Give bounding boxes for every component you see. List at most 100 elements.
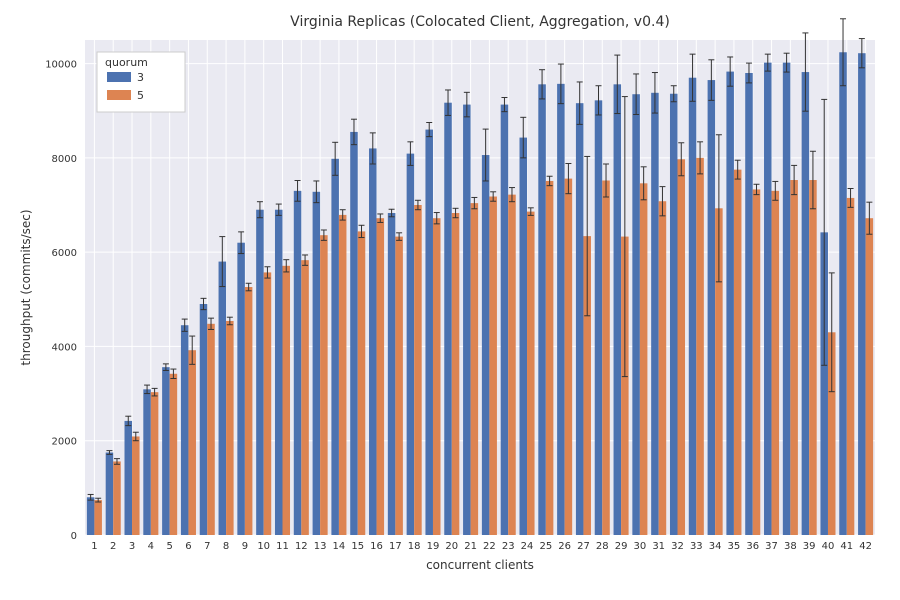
bar-q3 bbox=[331, 159, 339, 535]
bar-q5 bbox=[678, 159, 686, 535]
bar-q5 bbox=[226, 321, 234, 535]
bar-q3 bbox=[689, 78, 697, 535]
bar-q3 bbox=[764, 63, 772, 535]
bar-q5 bbox=[734, 170, 742, 535]
bar-q5 bbox=[414, 205, 422, 535]
bar-q5 bbox=[772, 191, 780, 535]
bar-q3 bbox=[482, 155, 490, 535]
x-tick-label: 8 bbox=[223, 541, 229, 552]
bar-q3 bbox=[708, 80, 716, 535]
x-tick-label: 18 bbox=[408, 541, 421, 552]
legend-swatch bbox=[107, 90, 131, 100]
bar-q5 bbox=[527, 212, 535, 535]
bar-q3 bbox=[745, 73, 753, 535]
bar-q3 bbox=[275, 210, 283, 535]
x-tick-label: 27 bbox=[577, 541, 590, 552]
bar-q5 bbox=[640, 183, 648, 535]
x-tick-label: 3 bbox=[129, 541, 135, 552]
y-tick-label: 6000 bbox=[52, 248, 77, 259]
bar-q3 bbox=[614, 84, 622, 535]
legend-swatch bbox=[107, 72, 131, 82]
legend-label: 3 bbox=[137, 71, 144, 84]
bar-q3 bbox=[388, 213, 396, 535]
bar-q3 bbox=[670, 94, 678, 535]
x-tick-label: 25 bbox=[539, 541, 552, 552]
x-tick-label: 33 bbox=[690, 541, 703, 552]
bar-q5 bbox=[452, 213, 460, 535]
x-tick-label: 13 bbox=[314, 541, 327, 552]
chart-svg: 0200040006000800010000123456789101112131… bbox=[0, 0, 900, 600]
bar-q5 bbox=[151, 392, 159, 535]
bar-q3 bbox=[407, 154, 415, 535]
bar-q3 bbox=[256, 210, 264, 535]
bar-q5 bbox=[809, 180, 817, 535]
bar-q5 bbox=[320, 235, 328, 535]
x-tick-label: 37 bbox=[765, 541, 778, 552]
x-tick-label: 17 bbox=[389, 541, 402, 552]
x-tick-label: 20 bbox=[445, 541, 458, 552]
bar-q3 bbox=[219, 262, 227, 535]
bar-q5 bbox=[565, 179, 573, 535]
bar-q5 bbox=[471, 203, 479, 535]
bar-q5 bbox=[602, 180, 610, 535]
x-tick-label: 24 bbox=[521, 541, 534, 552]
bar-q5 bbox=[358, 231, 366, 535]
x-tick-label: 39 bbox=[803, 541, 816, 552]
x-tick-label: 12 bbox=[295, 541, 308, 552]
bar-q3 bbox=[369, 148, 377, 535]
x-tick-label: 21 bbox=[464, 541, 477, 552]
bar-q3 bbox=[538, 84, 546, 535]
bar-q3 bbox=[350, 132, 358, 535]
bar-q3 bbox=[125, 421, 133, 535]
bar-q3 bbox=[726, 72, 734, 535]
bar-q5 bbox=[659, 201, 667, 535]
bar-q3 bbox=[237, 243, 245, 535]
bar-q5 bbox=[339, 215, 347, 535]
bar-q3 bbox=[143, 389, 151, 535]
bar-q3 bbox=[632, 94, 640, 535]
x-tick-label: 35 bbox=[728, 541, 741, 552]
bar-q3 bbox=[520, 138, 528, 535]
x-tick-label: 5 bbox=[166, 541, 172, 552]
x-tick-label: 14 bbox=[333, 541, 346, 552]
bar-q3 bbox=[651, 93, 659, 535]
x-tick-label: 38 bbox=[784, 541, 797, 552]
x-tick-label: 31 bbox=[652, 541, 665, 552]
bar-q3 bbox=[313, 192, 321, 535]
bar-q5 bbox=[433, 218, 441, 535]
bar-q3 bbox=[783, 63, 791, 535]
bar-q3 bbox=[162, 367, 170, 535]
x-tick-label: 41 bbox=[840, 541, 853, 552]
bar-q5 bbox=[377, 218, 385, 535]
x-tick-label: 22 bbox=[483, 541, 496, 552]
x-tick-label: 32 bbox=[671, 541, 684, 552]
x-tick-label: 28 bbox=[596, 541, 609, 552]
y-tick-label: 8000 bbox=[52, 154, 77, 165]
x-tick-label: 10 bbox=[257, 541, 270, 552]
x-tick-label: 40 bbox=[822, 541, 835, 552]
legend-label: 5 bbox=[137, 89, 144, 102]
x-tick-label: 9 bbox=[242, 541, 248, 552]
x-tick-label: 29 bbox=[615, 541, 628, 552]
x-tick-label: 30 bbox=[634, 541, 647, 552]
x-tick-label: 42 bbox=[859, 541, 872, 552]
y-tick-label: 0 bbox=[71, 531, 77, 542]
bar-q3 bbox=[181, 325, 189, 535]
bar-q3 bbox=[576, 103, 584, 535]
bar-q3 bbox=[501, 105, 509, 535]
bar-q3 bbox=[425, 130, 433, 535]
x-tick-label: 7 bbox=[204, 541, 210, 552]
x-axis-label: concurrent clients bbox=[426, 558, 534, 572]
x-tick-label: 4 bbox=[148, 541, 154, 552]
chart-container: 0200040006000800010000123456789101112131… bbox=[0, 0, 900, 600]
legend-title: quorum bbox=[105, 56, 148, 69]
x-tick-label: 34 bbox=[709, 541, 722, 552]
bar-q3 bbox=[294, 191, 302, 535]
x-tick-label: 36 bbox=[746, 541, 759, 552]
bar-q3 bbox=[106, 453, 114, 536]
bar-q3 bbox=[200, 304, 208, 535]
bar-q3 bbox=[595, 100, 603, 535]
bar-q5 bbox=[113, 461, 121, 535]
x-tick-label: 16 bbox=[370, 541, 383, 552]
x-tick-label: 11 bbox=[276, 541, 289, 552]
